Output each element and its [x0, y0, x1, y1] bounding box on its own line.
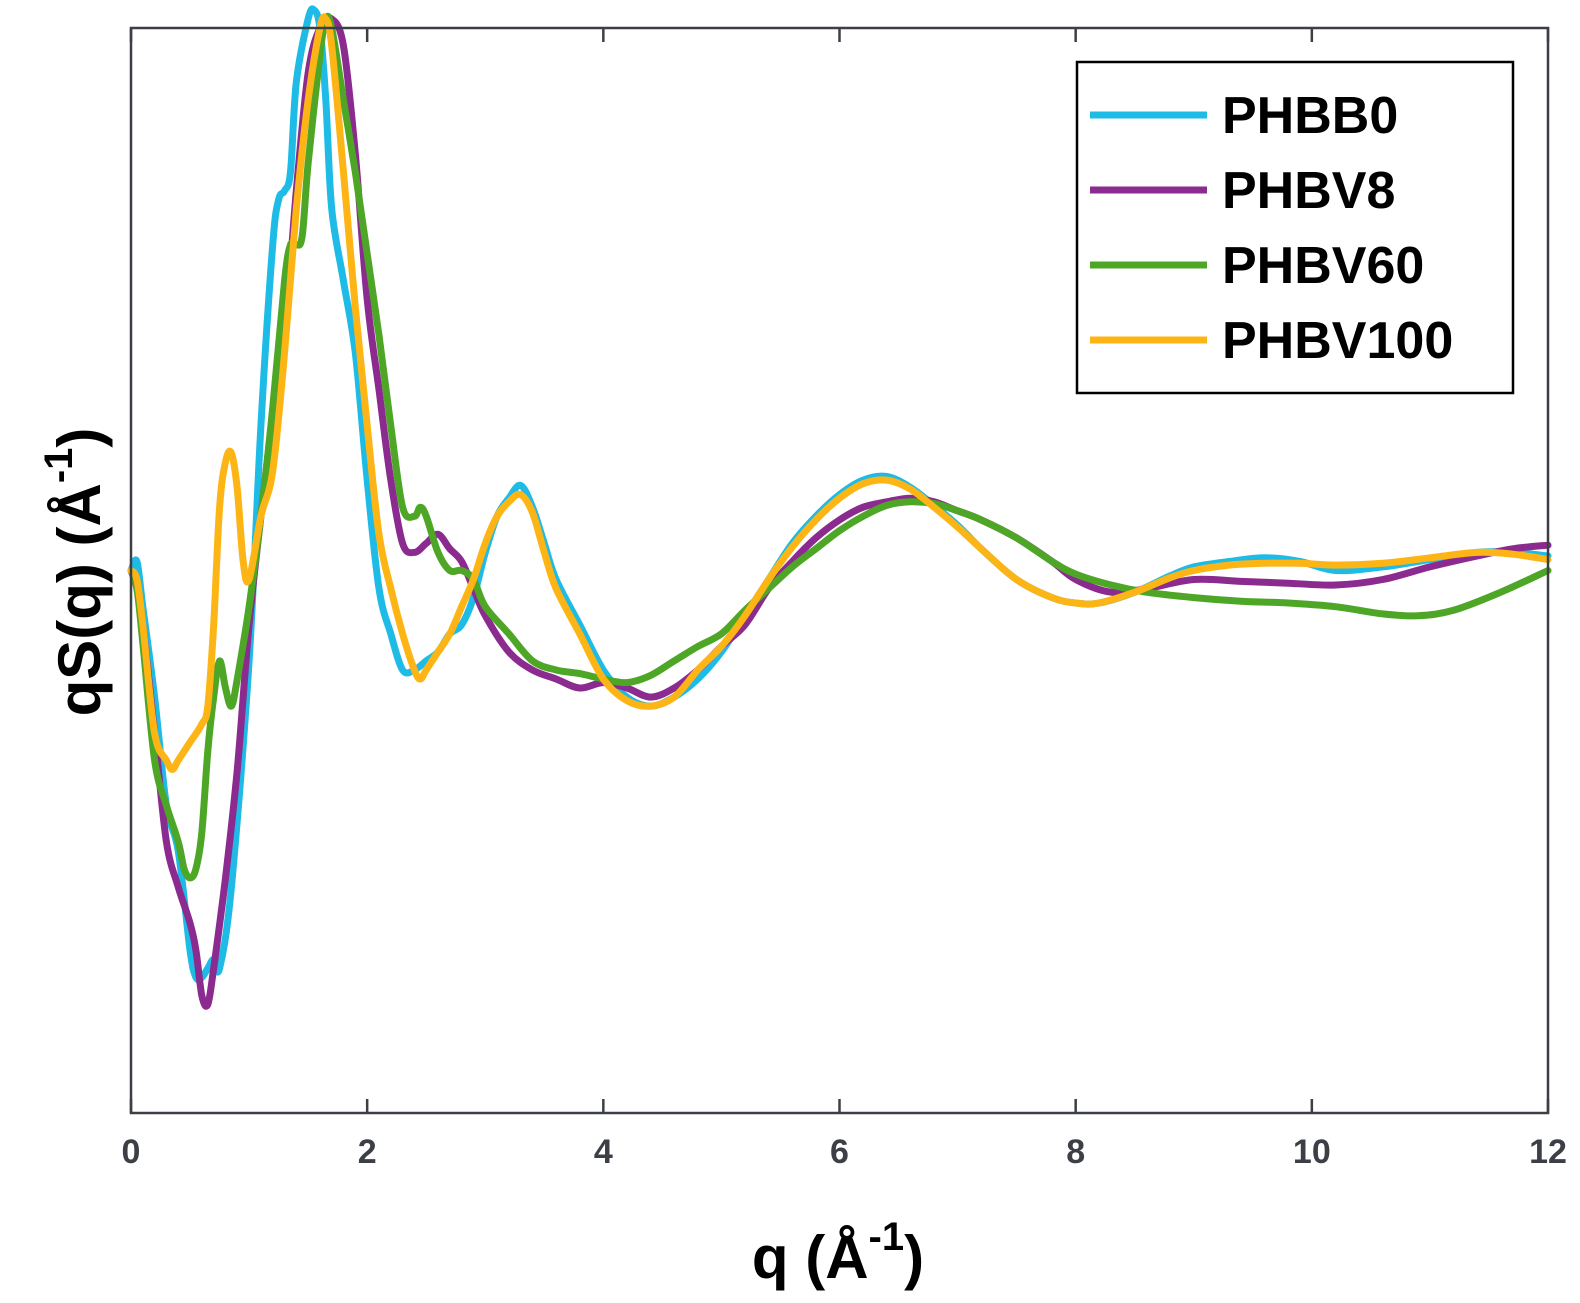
x-tick-label: 8 — [1066, 1133, 1085, 1171]
x-tick-label: 12 — [1529, 1133, 1567, 1171]
x-axis-ticks: 0 2 4 6 8 10 12 — [122, 28, 1567, 1171]
legend-label-phbv100: PHBV100 — [1222, 312, 1453, 370]
y-axis-title: qS(q) (Å-1) — [37, 428, 113, 717]
x-tick-label: 6 — [830, 1133, 849, 1171]
x-axis-title: q (Å-1) — [752, 1215, 924, 1291]
series-line-phbv100 — [127, 13, 1552, 773]
x-tick-label: 2 — [358, 1133, 377, 1171]
x-tick-label: 0 — [122, 1133, 141, 1171]
series-line-phbv60 — [127, 12, 1552, 882]
x-tick-label: 10 — [1293, 1133, 1331, 1171]
legend: PHBB0 PHBV8 PHBV60 PHBV100 — [1075, 60, 1515, 395]
plot-lines — [127, 5, 1552, 1010]
x-tick-label: 4 — [594, 1133, 613, 1171]
legend-label-phbb0: PHBB0 — [1222, 87, 1398, 145]
legend-label-phbv60: PHBV60 — [1222, 237, 1424, 295]
legend-label-phbv8: PHBV8 — [1222, 162, 1395, 220]
